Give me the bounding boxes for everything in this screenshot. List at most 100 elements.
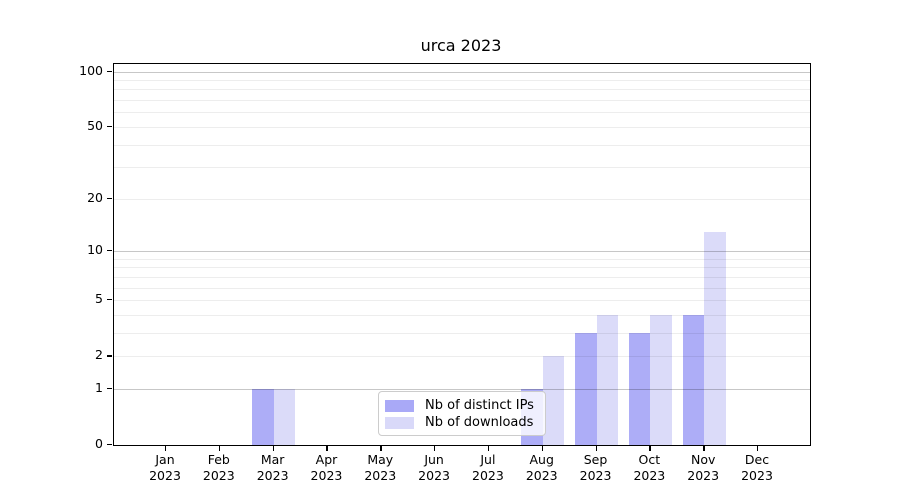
bar-distinct-ips <box>575 332 597 445</box>
gridline-minor <box>114 276 810 278</box>
bar-downloads <box>542 356 565 445</box>
x-tick-mark <box>218 446 221 451</box>
bar-downloads <box>704 231 726 445</box>
x-tick-mark <box>649 446 651 451</box>
legend: Nb of distinct IPs Nb of downloads <box>378 391 546 436</box>
gridline-minor <box>114 126 810 128</box>
x-tick-label: Feb 2023 <box>184 452 254 484</box>
legend-item: Nb of downloads <box>385 414 537 431</box>
bar-distinct-ips <box>628 332 651 445</box>
gridline-minor <box>114 100 810 102</box>
bar-distinct-ips <box>682 314 705 445</box>
y-tick-mark <box>107 197 112 200</box>
x-tick-label-month: Dec <box>744 452 770 467</box>
y-tick-mark <box>107 299 112 301</box>
gridline-minor <box>114 356 810 358</box>
gridline-minor <box>114 267 810 269</box>
gridline-major <box>114 251 810 252</box>
legend-item: Nb of distinct IPs <box>385 397 537 414</box>
x-tick-label-month: Feb <box>207 452 230 467</box>
legend-swatch-downloads <box>385 416 414 429</box>
x-tick-label-year: 2023 <box>149 468 181 483</box>
x-tick-mark <box>541 446 544 451</box>
legend-label: Nb of downloads <box>425 414 534 430</box>
x-tick-label-month: Jan <box>155 452 175 467</box>
y-tick-label: 2 <box>95 347 103 363</box>
x-tick-label: Nov 2023 <box>668 452 738 484</box>
y-tick-label: 100 <box>79 62 103 78</box>
y-tick-mark <box>107 70 112 73</box>
x-tick-label-month: May <box>367 452 394 467</box>
gridline-minor <box>114 314 810 316</box>
bar-distinct-ips <box>252 388 274 445</box>
gridline-major <box>114 388 810 390</box>
y-tick-label: 0 <box>95 436 103 451</box>
chart-title: urca 2023 <box>420 36 502 55</box>
x-tick-label-year: 2023 <box>310 468 343 483</box>
x-tick-mark <box>434 446 436 451</box>
x-tick-label-month: Oct <box>638 452 661 467</box>
y-tick-label: 20 <box>87 189 103 205</box>
x-tick-mark <box>165 446 167 451</box>
x-tick-label-year: 2023 <box>472 468 504 483</box>
y-tick-mark <box>107 387 112 390</box>
y-tick-mark <box>107 444 112 446</box>
x-tick-label-year: 2023 <box>364 468 397 483</box>
gridline-minor <box>114 287 810 289</box>
x-tick-label-year: 2023 <box>202 468 235 483</box>
gridline-minor <box>114 332 810 334</box>
gridline-minor <box>114 112 810 114</box>
x-tick-label-year: 2023 <box>741 468 773 483</box>
gridline-minor <box>114 198 810 200</box>
gridline-minor <box>114 258 810 260</box>
x-tick-label-year: 2023 <box>579 468 612 483</box>
x-tick-label-year: 2023 <box>633 468 666 483</box>
x-tick-mark <box>703 446 705 451</box>
x-tick-label-year: 2023 <box>418 468 450 483</box>
y-tick-label: 50 <box>87 117 103 133</box>
x-tick-label-month: Sep <box>583 452 608 467</box>
x-tick-label-month: Jul <box>480 452 496 467</box>
x-tick-mark <box>595 446 597 451</box>
x-tick-label-year: 2023 <box>525 468 558 483</box>
x-tick-label-month: Nov <box>690 452 716 467</box>
x-tick-label: Sep 2023 <box>561 452 631 484</box>
x-tick-mark <box>272 446 275 451</box>
x-tick-label-month: Aug <box>529 452 554 467</box>
x-tick-label: Dec 2023 <box>722 452 792 484</box>
gridline-minor <box>114 167 810 169</box>
x-tick-mark <box>380 446 382 451</box>
x-tick-label-year: 2023 <box>256 468 289 483</box>
bar-downloads <box>650 314 672 445</box>
x-tick-label-month: Apr <box>315 452 338 467</box>
x-tick-label: Jun 2023 <box>399 452 469 484</box>
gridline-minor <box>114 144 810 146</box>
x-tick-label: Apr 2023 <box>291 452 361 484</box>
x-tick-label: Aug 2023 <box>507 452 577 484</box>
legend-label: Nb of distinct IPs <box>425 397 534 413</box>
x-tick-label: Mar 2023 <box>238 452 308 484</box>
y-tick-mark <box>107 250 112 252</box>
x-tick-label: May 2023 <box>345 452 415 484</box>
x-tick-mark <box>487 446 490 451</box>
x-tick-label: Oct 2023 <box>614 452 684 484</box>
x-tick-label: Jan 2023 <box>130 452 200 484</box>
y-tick-label: 1 <box>95 379 103 395</box>
legend-swatch-distinct-ips <box>385 399 414 412</box>
x-tick-label-month: Mar <box>260 452 285 467</box>
y-tick-mark <box>107 125 112 128</box>
x-tick-label: Jul 2023 <box>453 452 523 484</box>
x-tick-label-month: Jun <box>424 452 444 467</box>
y-tick-label: 5 <box>95 291 103 307</box>
gridline-minor <box>114 80 810 82</box>
gridline-minor <box>114 89 810 91</box>
y-tick-mark <box>107 355 112 357</box>
x-tick-label-year: 2023 <box>687 468 720 483</box>
x-tick-mark <box>757 446 759 451</box>
gridline-major <box>114 71 810 73</box>
bar-downloads <box>596 314 619 445</box>
plot-area <box>113 63 811 446</box>
x-tick-mark <box>326 446 328 451</box>
gridline-minor <box>114 300 810 302</box>
